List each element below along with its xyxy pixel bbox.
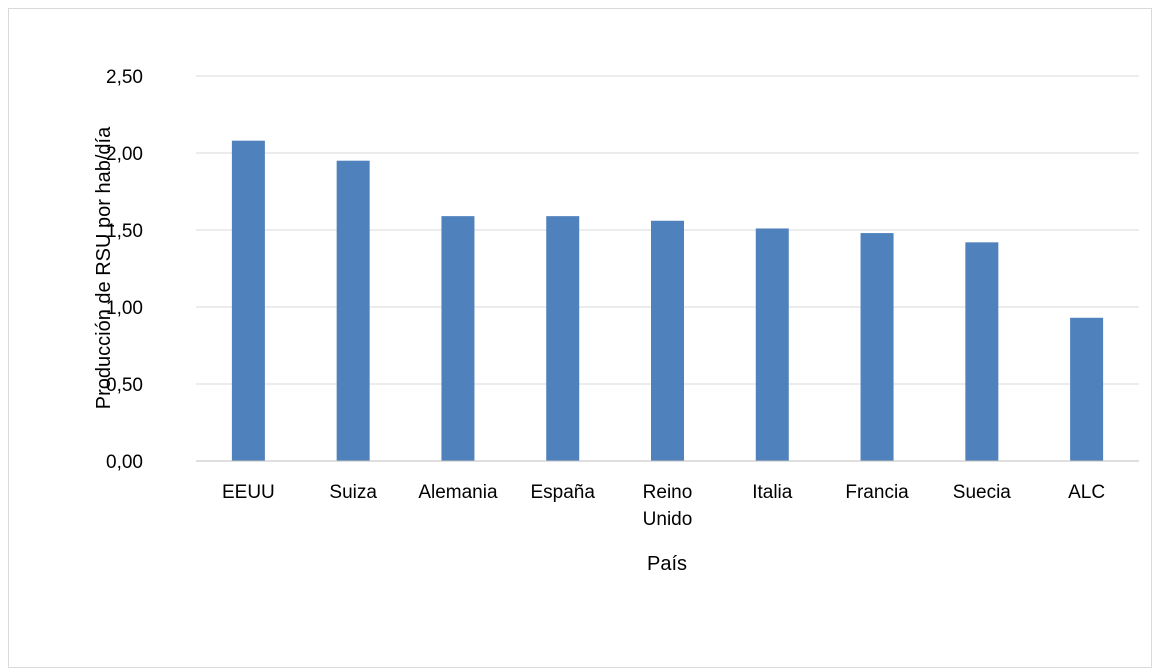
x-axis-title: País bbox=[647, 553, 687, 575]
x-category-label: Suecia bbox=[953, 482, 1012, 503]
bar bbox=[860, 233, 894, 461]
x-category-label: EEUU bbox=[222, 482, 275, 503]
bar bbox=[1070, 317, 1104, 461]
bars bbox=[231, 140, 1104, 461]
y-tick-label: 0,00 bbox=[106, 452, 143, 473]
bar bbox=[231, 140, 265, 461]
bar bbox=[336, 160, 370, 461]
y-tick-label: 0,50 bbox=[106, 375, 143, 396]
x-axis-categories: EEUU Suiza Alemania España Reino Unido Italia F… bbox=[222, 482, 1105, 530]
bar bbox=[651, 220, 684, 461]
x-category-label: Reino bbox=[643, 482, 693, 503]
x-category-label: España bbox=[530, 482, 595, 503]
y-tick-label: 2,00 bbox=[106, 144, 143, 165]
y-tick-label: 1,00 bbox=[106, 298, 143, 319]
x-category-label: Francia bbox=[845, 482, 909, 503]
y-tick-label: 2,50 bbox=[106, 67, 143, 88]
x-category-label: Suiza bbox=[329, 482, 377, 503]
x-category-label: ALC bbox=[1068, 482, 1105, 503]
x-category-label: Unido bbox=[643, 509, 693, 530]
bar bbox=[441, 216, 475, 461]
bar bbox=[755, 228, 789, 461]
x-category-label: Alemania bbox=[418, 482, 498, 503]
y-tick-label: 1,50 bbox=[106, 221, 143, 242]
x-category-label: Italia bbox=[752, 482, 793, 503]
bar bbox=[546, 216, 580, 461]
chart-area bbox=[8, 8, 1152, 668]
y-axis-title: Producción de RSU por hab/día bbox=[93, 126, 115, 409]
y-axis-ticks: 0,00 0,50 1,00 1,50 2,00 2,50 bbox=[106, 67, 143, 473]
bar bbox=[965, 242, 999, 461]
